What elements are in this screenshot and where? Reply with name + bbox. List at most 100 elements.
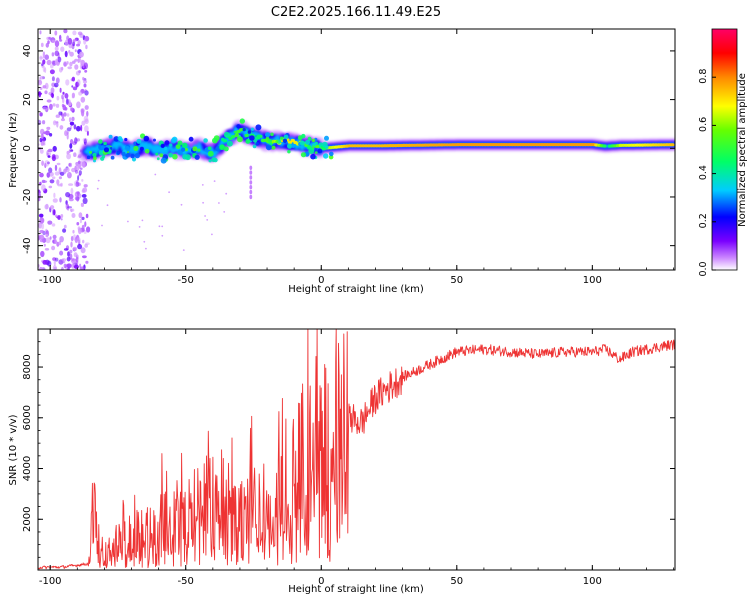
ridge-blob <box>181 147 186 152</box>
x-tick-label: -50 <box>178 275 194 286</box>
noise-cell <box>63 29 68 34</box>
ridge-blob <box>156 157 160 161</box>
noise-cell <box>66 153 71 160</box>
noise-cell <box>40 42 44 48</box>
noise-cell <box>44 162 47 169</box>
noise-cell <box>65 192 71 198</box>
noise-cell <box>46 59 52 66</box>
outlier-cell <box>249 175 253 180</box>
ridge-blob <box>324 135 329 141</box>
noise-cell <box>80 59 86 67</box>
noise-cell <box>53 192 56 198</box>
ridge-blob <box>125 152 131 158</box>
noise-cell <box>38 234 45 240</box>
noise-cell <box>39 239 45 243</box>
noise-cell <box>45 233 48 238</box>
noise-cell <box>63 224 67 229</box>
snr-series-line <box>38 329 675 570</box>
noise-cell <box>211 233 213 236</box>
noise-cell <box>70 241 73 248</box>
noise-cell <box>70 235 74 242</box>
ridge-blob <box>143 135 150 142</box>
noise-cell <box>80 96 86 103</box>
ridge-blob <box>184 147 188 152</box>
noise-cell <box>47 161 50 165</box>
noise-cell <box>40 250 45 258</box>
ridge-blob <box>267 139 272 143</box>
ridge-blob <box>168 152 173 158</box>
ridge-blob <box>329 151 334 157</box>
ridge-core <box>244 133 249 138</box>
ridge-blob <box>212 137 218 144</box>
noise-cell <box>81 189 86 193</box>
noise-cell <box>61 258 67 262</box>
noise-cell <box>161 234 164 237</box>
ridge-blob <box>159 153 164 158</box>
noise-cell <box>52 145 57 152</box>
noise-cell <box>39 30 42 35</box>
ridge-blob <box>265 144 272 151</box>
ridge-blob <box>311 138 316 142</box>
ridge-blob <box>130 153 135 159</box>
colorbar: 0.0 0.2 0.4 0.6 0.8 Normalized spectral ampl… <box>698 28 748 277</box>
noise-cell <box>41 184 46 192</box>
snr-axes: -100 -50 0 50 100 2000 4000 6000 8000 <box>22 329 675 587</box>
noise-cell <box>82 137 88 142</box>
noise-cell <box>44 90 48 95</box>
noise-cell <box>39 266 43 270</box>
y-tick-label: 20 <box>22 93 33 106</box>
noise-cell <box>61 94 64 100</box>
outlier-cell <box>249 185 253 190</box>
noise-cell <box>61 118 65 122</box>
noise-cell <box>56 121 59 128</box>
noise-cell <box>72 41 76 47</box>
noise-cell <box>84 69 88 73</box>
noise-cell <box>83 39 87 45</box>
noise-cell <box>81 224 85 232</box>
noise-cell <box>38 235 41 241</box>
noise-cell <box>223 211 226 213</box>
noise-cell <box>81 216 85 221</box>
noise-cell <box>202 201 205 204</box>
noise-cell <box>83 83 87 88</box>
noise-cell <box>75 181 80 187</box>
noise-cell <box>77 175 80 181</box>
x-tick-label: 100 <box>583 576 602 587</box>
ridge-blob <box>312 142 317 147</box>
noise-cell <box>78 70 81 74</box>
noise-cell <box>51 155 56 162</box>
noise-cell <box>68 183 74 186</box>
noise-cell <box>53 259 56 266</box>
noise-cell <box>59 250 64 256</box>
noise-cell <box>80 247 86 254</box>
noise-cell <box>54 171 60 176</box>
noise-cell <box>65 203 69 210</box>
ridge-blob <box>242 127 246 132</box>
ridge-blob <box>155 152 159 156</box>
noise-cell <box>51 76 55 82</box>
ridge-blob <box>133 141 137 146</box>
ridge-blob <box>119 138 124 142</box>
noise-cell <box>79 218 82 224</box>
y-tick-label: 2000 <box>22 507 33 532</box>
noise-cell <box>76 79 81 87</box>
noise-cell <box>72 229 75 234</box>
noise-cell <box>65 98 69 105</box>
noise-cell <box>42 106 48 111</box>
y-tick-label: -20 <box>22 189 33 205</box>
spectrogram-xlabel: Height of straight line (km) <box>288 284 424 295</box>
ridge-blob <box>247 130 252 134</box>
noise-cell <box>70 187 74 195</box>
noise-cell <box>60 46 65 52</box>
noise-cell <box>39 217 45 224</box>
ridge-blob <box>252 144 257 149</box>
noise-cell <box>56 162 61 166</box>
noise-cell <box>44 160 50 167</box>
ridge-blob <box>184 156 189 160</box>
noise-cell <box>77 40 81 45</box>
noise-cell <box>84 90 89 96</box>
noise-cell <box>70 140 75 144</box>
colorbar-tick-label: 0.4 <box>698 165 709 180</box>
noise-cell <box>158 225 161 228</box>
